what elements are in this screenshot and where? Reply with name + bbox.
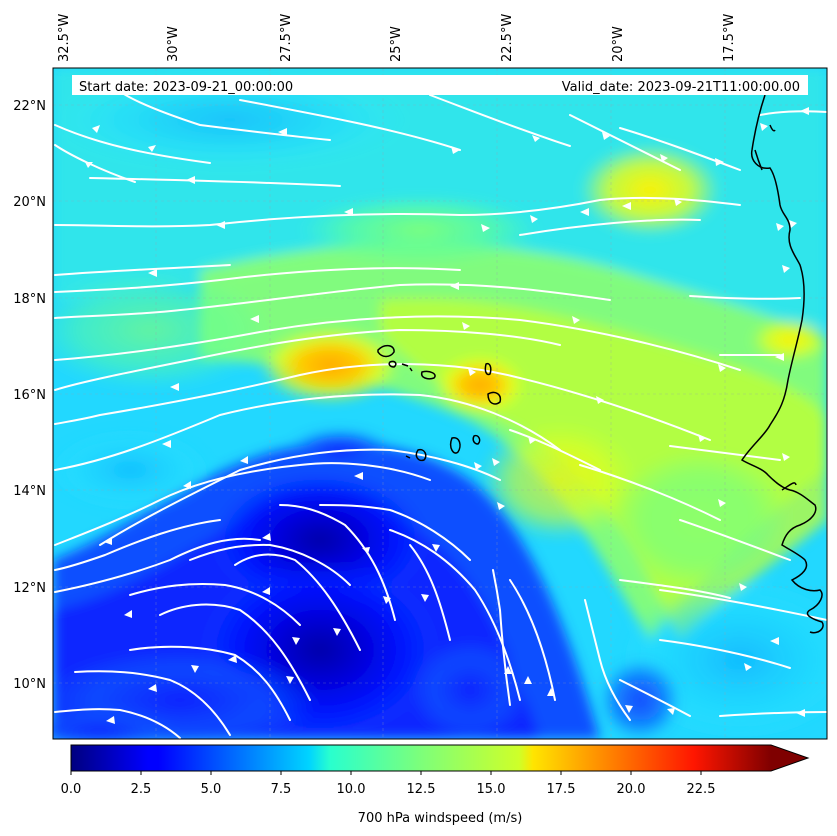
streamlines	[54, 87, 827, 739]
lon-label: 17.5°W	[722, 14, 737, 62]
latitude-labels: 22°N 20°N 18°N 16°N 14°N 12°N 10°N	[13, 99, 46, 692]
lat-label: 16°N	[13, 388, 46, 403]
colorbar-label: 700 hPa windspeed (m/s)	[358, 811, 523, 826]
colorbar-tick-label: 7.5	[271, 782, 292, 797]
windspeed-field	[53, 68, 827, 739]
colorbar-tick-label: 0.0	[61, 782, 82, 797]
valid-date-text: Valid_date: 2023-09-21T11:00:00.00	[562, 80, 800, 95]
streamline-arrows	[85, 107, 809, 724]
lon-label: 32.5°W	[57, 14, 72, 62]
colorbar-gradient	[71, 745, 771, 771]
gridlines	[53, 68, 827, 739]
lat-label: 22°N	[13, 99, 46, 114]
lat-label: 14°N	[13, 484, 46, 499]
colorbar-tick-label: 10.0	[337, 782, 366, 797]
lon-label: 22.5°W	[500, 14, 515, 62]
colorbar-extend-triangle	[771, 745, 808, 771]
lon-label: 27.5°W	[279, 14, 294, 62]
colorbar-tick-label: 22.5	[687, 782, 716, 797]
lon-label: 30°W	[166, 26, 181, 62]
lon-label: 25°W	[389, 26, 404, 62]
start-date-text: Start date: 2023-09-21_00:00:00	[79, 80, 293, 95]
colorbar-tick-label: 15.0	[477, 782, 506, 797]
colorbar: 0.0 2.5 5.0 7.5 10.0 12.5 15.0 17.5 20.0 22.5 700…	[61, 744, 810, 826]
colorbar-ticks: 0.0 2.5 5.0 7.5 10.0 12.5 15.0 17.5 20.0 22.5	[61, 771, 716, 797]
map-frame	[52, 67, 828, 740]
colorbar-tick-label: 5.0	[201, 782, 222, 797]
cape-verde-islands	[377, 344, 502, 462]
longitude-labels: 32.5°W 30°W 27.5°W 25°W 22.5°W 20°W 17.5…	[57, 14, 737, 62]
lat-label: 10°N	[13, 677, 46, 692]
colorbar-tick-label: 17.5	[547, 782, 576, 797]
lon-label: 20°W	[611, 26, 626, 62]
colorbar-tick-label: 12.5	[407, 782, 436, 797]
lat-label: 18°N	[13, 292, 46, 307]
lat-label: 12°N	[13, 581, 46, 596]
info-box	[72, 75, 808, 95]
colorbar-outline	[70, 744, 810, 772]
colorbar-tick-label: 2.5	[131, 782, 152, 797]
colorbar-tick-label: 20.0	[617, 782, 646, 797]
lat-label: 20°N	[13, 195, 46, 210]
coastline	[740, 94, 824, 634]
